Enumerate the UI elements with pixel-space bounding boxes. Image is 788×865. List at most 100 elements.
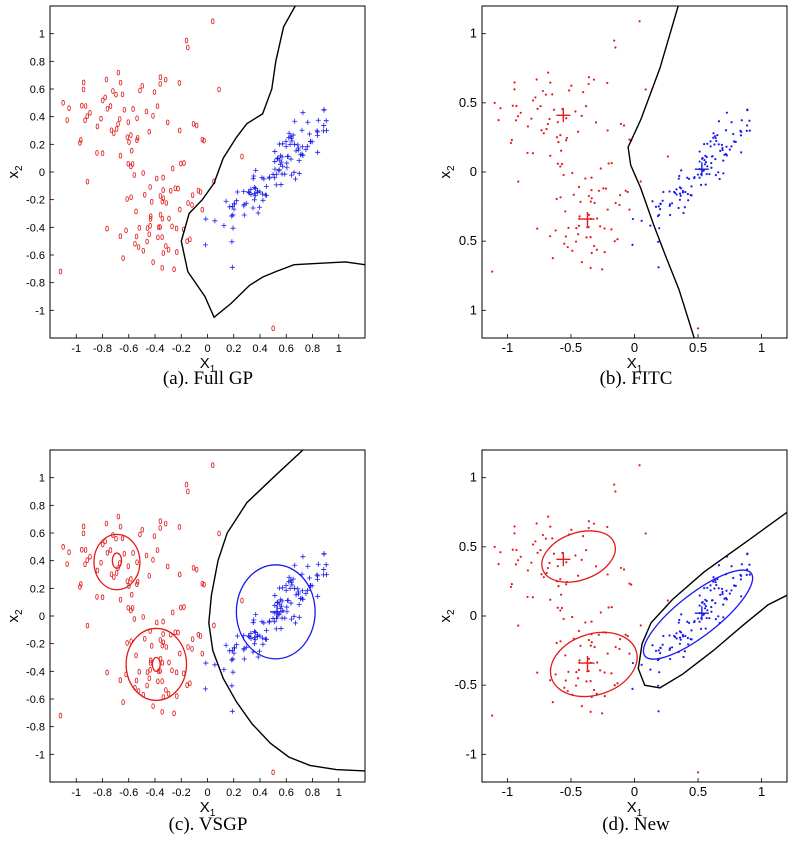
blue-point — [669, 213, 672, 217]
blue-point — [305, 587, 311, 593]
red-center-marker — [556, 552, 571, 567]
x-tick-label: 0.6 — [279, 343, 294, 355]
red-point — [509, 585, 513, 589]
red-point — [559, 196, 562, 199]
red-point — [155, 619, 159, 626]
red-point — [590, 189, 593, 192]
red-point — [99, 115, 103, 122]
blue-point — [659, 646, 662, 650]
blue-point — [297, 152, 303, 158]
blue-point — [705, 616, 708, 620]
red-point — [135, 137, 139, 144]
red-point — [114, 570, 119, 576]
red-point — [85, 557, 89, 563]
red-point — [572, 193, 575, 196]
red-point — [603, 251, 606, 254]
blue-point — [689, 193, 692, 197]
red-point — [622, 124, 626, 127]
blue-point — [681, 189, 685, 193]
red-point — [597, 633, 600, 636]
blue-point — [689, 637, 692, 641]
red-point — [164, 200, 169, 206]
red-point — [148, 216, 153, 222]
red-point — [174, 669, 179, 676]
red-point — [491, 714, 494, 717]
blue-point — [296, 170, 302, 176]
red-point — [551, 701, 554, 704]
y-axis-label: x2 — [437, 165, 457, 179]
blue-point — [721, 592, 724, 596]
blue-point — [232, 645, 238, 651]
blue-point — [250, 176, 256, 182]
blue-point — [725, 145, 728, 148]
blue-point — [704, 183, 707, 186]
blue-point — [257, 204, 263, 210]
blue-point — [720, 143, 724, 146]
blue-point — [706, 165, 709, 168]
blue-point — [203, 216, 209, 222]
blue-point — [248, 630, 254, 636]
red-point — [577, 677, 580, 680]
red-point — [587, 213, 591, 216]
red-point — [544, 93, 547, 96]
blue-point — [732, 140, 736, 143]
red-point — [547, 515, 550, 518]
blue-point — [245, 189, 251, 195]
blue-point — [680, 613, 683, 616]
red-point — [160, 234, 164, 240]
red-point — [88, 553, 92, 560]
red-point — [595, 248, 598, 251]
blue-point — [292, 176, 298, 182]
blue-point — [203, 660, 209, 666]
red-point — [628, 138, 631, 141]
blue-point — [730, 121, 733, 124]
red-point — [138, 87, 142, 94]
red-point — [577, 629, 581, 633]
blue-point — [696, 617, 700, 620]
x-tick-label: -0.4 — [146, 343, 165, 355]
blue-point — [229, 264, 235, 270]
blue-point — [212, 662, 218, 668]
blue-point — [702, 613, 705, 616]
red-point — [58, 268, 63, 275]
red-point — [178, 650, 182, 657]
panel-3: -1 -0.8 -0.6 -0.4 -0.2 0 0.2 0.4 0.6 0.8 1 1 0.8 0.6 0… — [5, 449, 366, 835]
blue-point — [722, 603, 725, 606]
y-tick-label: 0.5 — [459, 539, 477, 554]
red-point — [530, 117, 533, 120]
red-point — [95, 123, 100, 130]
red-point — [548, 561, 551, 565]
red-point — [614, 46, 617, 49]
red-point — [531, 543, 535, 546]
y-tick-label: -0.4 — [26, 666, 45, 678]
red-point — [137, 225, 141, 231]
blue-point — [234, 633, 240, 639]
red-point — [584, 621, 587, 624]
red-point — [166, 246, 171, 253]
red-point — [182, 160, 186, 166]
red-point — [95, 150, 99, 156]
red-point — [592, 522, 596, 525]
red-point — [184, 481, 189, 488]
blue-point — [241, 203, 247, 209]
red-center-marker — [556, 108, 571, 123]
red-point — [95, 594, 99, 600]
x-tick-label: 0.5 — [689, 784, 707, 799]
blue-point — [659, 208, 662, 211]
red-point — [136, 244, 141, 250]
red-point — [589, 680, 592, 683]
blue-point — [251, 184, 257, 190]
red-point — [590, 641, 593, 644]
red-point — [114, 126, 119, 132]
blue-point — [307, 575, 313, 581]
red-ellipse-1 — [541, 530, 616, 583]
x-tick-label: 0.8 — [305, 343, 320, 355]
plot-area — [50, 450, 365, 776]
red-point — [198, 189, 203, 195]
red-point — [559, 133, 562, 137]
red-point — [551, 537, 554, 540]
blue-point — [693, 621, 696, 624]
red-point — [158, 193, 163, 199]
blue-point — [272, 175, 278, 181]
